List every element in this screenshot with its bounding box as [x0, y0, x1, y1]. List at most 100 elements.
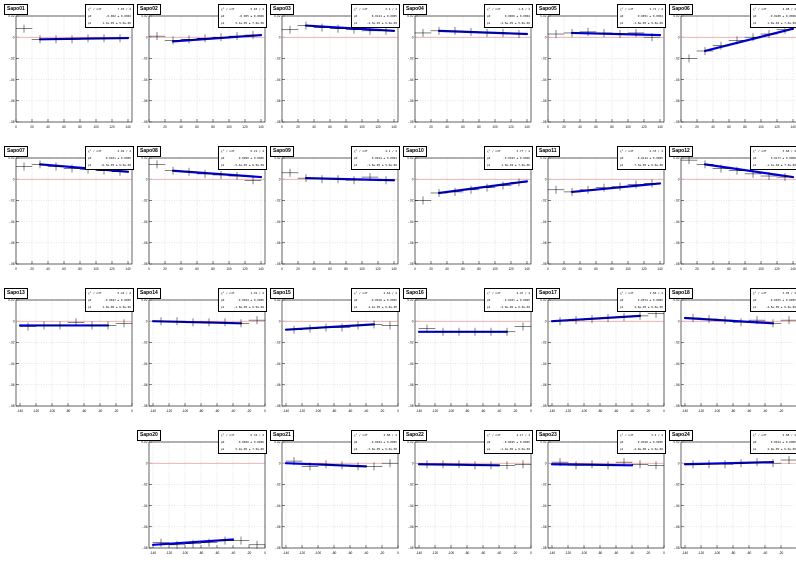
data-point: [184, 539, 202, 548]
x-tick-label: -20: [779, 551, 784, 555]
x-tick-label: -80: [598, 409, 603, 413]
data-point: [494, 28, 512, 37]
fit-stats-key: p0: [88, 298, 92, 302]
y-tick-label: -.04: [674, 504, 680, 508]
data-point: [281, 25, 299, 34]
y-tick-label: -.04: [275, 362, 281, 366]
fit-stats-row: p1 -1.8e-05 ± 6.0e-06: [221, 304, 264, 311]
x-tick-label: 80: [78, 125, 82, 129]
data-point: [200, 318, 218, 327]
y-tick-label: -.04: [541, 78, 547, 82]
y-tick-label: 0: [13, 177, 15, 181]
y-tick-label: -.06: [541, 383, 547, 387]
x-tick-label: -120: [432, 409, 439, 413]
panel-title: Sapo23: [536, 430, 560, 441]
data-point: [712, 41, 730, 50]
plot-frame: [414, 441, 532, 549]
data-point: [99, 321, 117, 330]
y-tick-label: -.02: [674, 341, 680, 345]
y-tick-label: -.04: [9, 220, 15, 224]
fit-stats-key: p0: [88, 156, 92, 160]
fit-stats-row: p1 -1.6e-05 ± 5.0e-06: [354, 162, 397, 169]
plot-sapo05: 0 20 40 60 80 100 120 140 0.02 0 -.02 -.04 -.06 -.08: [540, 14, 665, 129]
fit-stats-box: χ² / ndf 2.33 / 4 p0 -0.0144 ± 0.0005 p1 7.3e…: [617, 146, 666, 170]
fit-stats-value: 2.0e-05 ± 6.0e-06: [767, 447, 796, 451]
y-tick-label: 0: [146, 35, 148, 39]
x-tick-label: 140: [657, 125, 663, 129]
x-tick-label: 40: [445, 125, 449, 129]
plot-frame: [680, 441, 796, 549]
plot-frame: [414, 157, 532, 265]
x-tick-label: -20: [646, 551, 651, 555]
data-point: [83, 321, 101, 330]
y-tick-label: -.08: [142, 262, 148, 266]
panel-title: Sapo02: [137, 4, 161, 15]
x-tick-label: -120: [698, 409, 705, 413]
fit-stats-row: p1 -1.2e-05 ± 6.0e-06: [487, 446, 530, 453]
fit-stats-value: -0.0018 ± 0.0005: [636, 440, 663, 444]
y-tick-label: -.06: [275, 383, 281, 387]
data-point: [248, 316, 266, 325]
fit-stats-value: -0.0035 ± 0.0005: [769, 298, 796, 302]
data-point: [647, 461, 665, 470]
fit-stats-key: p1: [354, 21, 358, 25]
fit-stats-key: p0: [620, 440, 624, 444]
y-tick-label: -.06: [142, 383, 148, 387]
fit-stats-value: -0.005 ± 0.0006: [238, 14, 264, 18]
fit-stats-row: χ² / ndf 5.42 / 4: [88, 290, 131, 297]
fit-stats-key: χ² / ndf: [88, 149, 102, 153]
x-tick-label: -140: [150, 551, 157, 555]
fit-stats-key: p1: [753, 447, 757, 451]
data-point: [728, 36, 746, 45]
panel-sapo24: -140-120-100-80-60-40-2000.020-.02-.04-.…: [669, 430, 796, 572]
data-point: [748, 316, 766, 325]
x-tick-label: -60: [481, 409, 486, 413]
data-point: [482, 327, 500, 336]
fit-stats-key: χ² / ndf: [620, 7, 634, 11]
data-point: [228, 32, 246, 41]
data-point: [216, 318, 234, 327]
data-point: [349, 462, 367, 471]
x-tick-label: -40: [497, 409, 502, 413]
data-point: [115, 319, 133, 328]
fit-stats-value: 0.0051 ± 0.0004: [637, 14, 663, 18]
fit-stats-box: χ² / ndf 4.1 / 4 p0 0.0014 ± 0.0004 p1 -1.6e-…: [351, 146, 400, 170]
data-point: [377, 176, 395, 185]
fit-stats-value: 2.71 / 4: [649, 7, 663, 11]
data-point: [684, 314, 702, 323]
x-tick-label: 60: [461, 267, 465, 271]
data-point: [627, 28, 645, 37]
data-point: [547, 30, 565, 39]
y-tick-label: -.04: [541, 362, 547, 366]
data-point: [744, 33, 762, 42]
panel-title: Sapo14: [137, 288, 161, 299]
data-point: [583, 460, 601, 469]
y-tick-label: -.08: [408, 120, 414, 124]
x-tick-label: 0: [663, 409, 665, 413]
plot-frame: [414, 299, 532, 407]
y-tick-label: 0.02: [8, 156, 14, 160]
fit-stats-value: 0.0014 ± 0.0004: [371, 156, 397, 160]
panel-sapo08: 0 20 40 60 80 100 120 140 0.02 0 -.02 -.04 -.06 -.08 S…: [137, 146, 269, 288]
x-tick-label: 80: [78, 267, 82, 271]
x-tick-label: 40: [711, 267, 715, 271]
fit-stats-box: χ² / ndf 1.91 / 4 p0 -0.0024 ± 0.0005 p1 -1.8…: [218, 288, 267, 312]
x-tick-label: -100: [49, 409, 56, 413]
y-tick-label: -.06: [541, 525, 547, 529]
x-tick-label: -80: [332, 551, 337, 555]
y-tick-label: -.02: [275, 483, 281, 487]
data-point: [732, 459, 750, 468]
x-tick-label: 80: [477, 125, 481, 129]
y-tick-label: -.06: [674, 383, 680, 387]
y-tick-label: 0.02: [141, 440, 147, 444]
data-point: [514, 322, 532, 331]
data-point: [414, 28, 432, 37]
x-tick-label: 40: [179, 125, 183, 129]
y-tick-label: 0.02: [407, 298, 413, 302]
x-tick-label: 120: [641, 267, 647, 271]
data-point: [313, 175, 331, 184]
x-tick-label: -140: [283, 409, 290, 413]
x-tick-label: 0: [15, 125, 17, 129]
x-tick-label: -20: [247, 551, 252, 555]
panel-sapo18: -140-120-100-80-60-40-2000.020-.02-.04-.…: [669, 288, 796, 430]
